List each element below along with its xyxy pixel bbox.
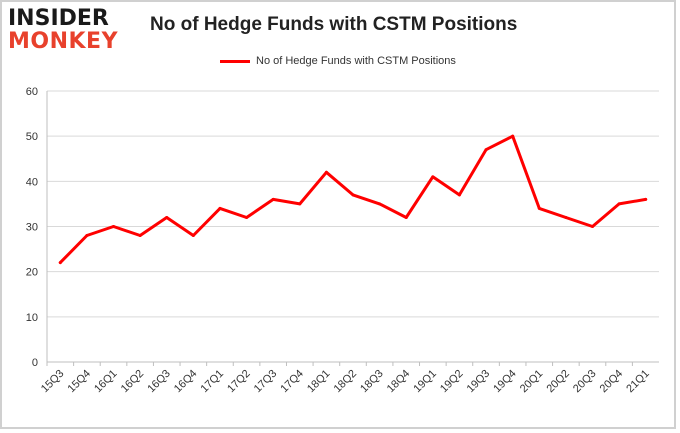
data-point-18Q4 [404, 215, 408, 219]
data-point-19Q1 [431, 175, 435, 179]
x-tick-label: 17Q2 [225, 368, 253, 396]
data-point-17Q4 [298, 202, 302, 206]
y-tick-labels: 0 10 20 30 40 50 60 [26, 86, 38, 369]
data-point-20Q4 [617, 202, 621, 206]
x-tick-label: 19Q2 [438, 368, 466, 396]
x-tick-label: 19Q3 [465, 368, 493, 396]
x-tick-label: 19Q1 [411, 368, 439, 396]
x-tick-label: 21Q1 [624, 368, 652, 396]
x-tick-label: 20Q2 [544, 368, 572, 396]
data-point-20Q1 [537, 206, 541, 210]
x-tick-label: 16Q2 [119, 368, 147, 396]
data-point-16Q2 [138, 234, 142, 238]
x-tick-label: 18Q3 [358, 368, 386, 396]
y-tick-label: 20 [26, 267, 38, 279]
data-point-17Q2 [245, 215, 249, 219]
x-tick-label: 18Q4 [385, 368, 413, 396]
x-tick-label: 15Q4 [66, 368, 94, 396]
x-tick-label: 18Q2 [332, 368, 360, 396]
series-line [58, 134, 648, 265]
data-point-15Q3 [58, 261, 62, 265]
x-tick-label: 16Q4 [172, 368, 200, 396]
data-point-17Q3 [271, 197, 275, 201]
axes [46, 91, 659, 366]
x-tick-label: 17Q3 [252, 368, 280, 396]
y-tick-label: 30 [26, 222, 38, 234]
y-tick-label: 50 [26, 131, 38, 143]
data-point-19Q4 [511, 134, 515, 138]
x-tick-label: 20Q3 [571, 368, 599, 396]
x-tick-label: 17Q4 [278, 368, 306, 396]
x-tick-labels: 15Q3 15Q4 16Q1 16Q2 16Q3 16Q4 17Q1 17Q2 17Q3 17Q4… [39, 368, 652, 396]
data-point-20Q3 [590, 225, 594, 228]
data-point-15Q4 [85, 234, 89, 238]
data-point-18Q1 [324, 170, 328, 174]
data-point-18Q3 [378, 202, 382, 206]
series-layer [58, 134, 648, 265]
x-tick-label: 19Q4 [491, 368, 519, 396]
y-tick-label: 40 [26, 176, 38, 188]
data-point-16Q1 [112, 225, 116, 228]
insider-monkey-logo: INSIDER MONKEY [8, 8, 118, 53]
data-point-21Q1 [644, 197, 648, 201]
y-tick-label: 0 [32, 357, 38, 369]
data-point-16Q4 [191, 234, 195, 238]
logo-line-1: INSIDER [8, 6, 109, 31]
data-point-17Q1 [218, 206, 222, 210]
x-tick-label: 20Q4 [598, 368, 626, 396]
logo-line-2: MONKEY [8, 29, 119, 54]
x-tick-label: 18Q1 [305, 368, 333, 396]
x-tick-label: 16Q1 [92, 368, 120, 396]
chart-legend: No of Hedge Funds with CSTM Positions [220, 55, 456, 67]
data-point-16Q3 [165, 215, 169, 219]
x-tick-label: 17Q1 [199, 368, 227, 396]
legend-swatch [220, 59, 250, 63]
x-tick-label: 20Q1 [518, 368, 546, 396]
x-tick-label: 16Q3 [145, 368, 173, 396]
data-point-18Q2 [351, 193, 355, 197]
y-tick-label: 60 [26, 86, 38, 98]
x-tick-label: 15Q3 [39, 368, 67, 396]
y-tick-label: 10 [26, 312, 38, 324]
chart-title: No of Hedge Funds with CSTM Positions [150, 14, 518, 35]
legend-label: No of Hedge Funds with CSTM Positions [256, 55, 456, 67]
data-point-20Q2 [564, 215, 568, 219]
data-point-19Q2 [457, 193, 461, 197]
gridlines [47, 90, 659, 363]
data-point-19Q3 [484, 148, 488, 152]
